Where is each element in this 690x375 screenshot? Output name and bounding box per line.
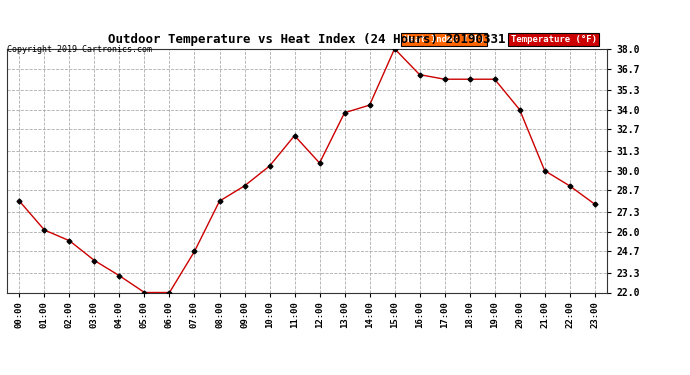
Text: Temperature (°F): Temperature (°F) xyxy=(511,35,597,44)
Text: Heat Index (°F): Heat Index (°F) xyxy=(404,35,484,44)
Text: Copyright 2019 Cartronics.com: Copyright 2019 Cartronics.com xyxy=(7,45,152,54)
Title: Outdoor Temperature vs Heat Index (24 Hours) 20190331: Outdoor Temperature vs Heat Index (24 Ho… xyxy=(108,33,506,46)
